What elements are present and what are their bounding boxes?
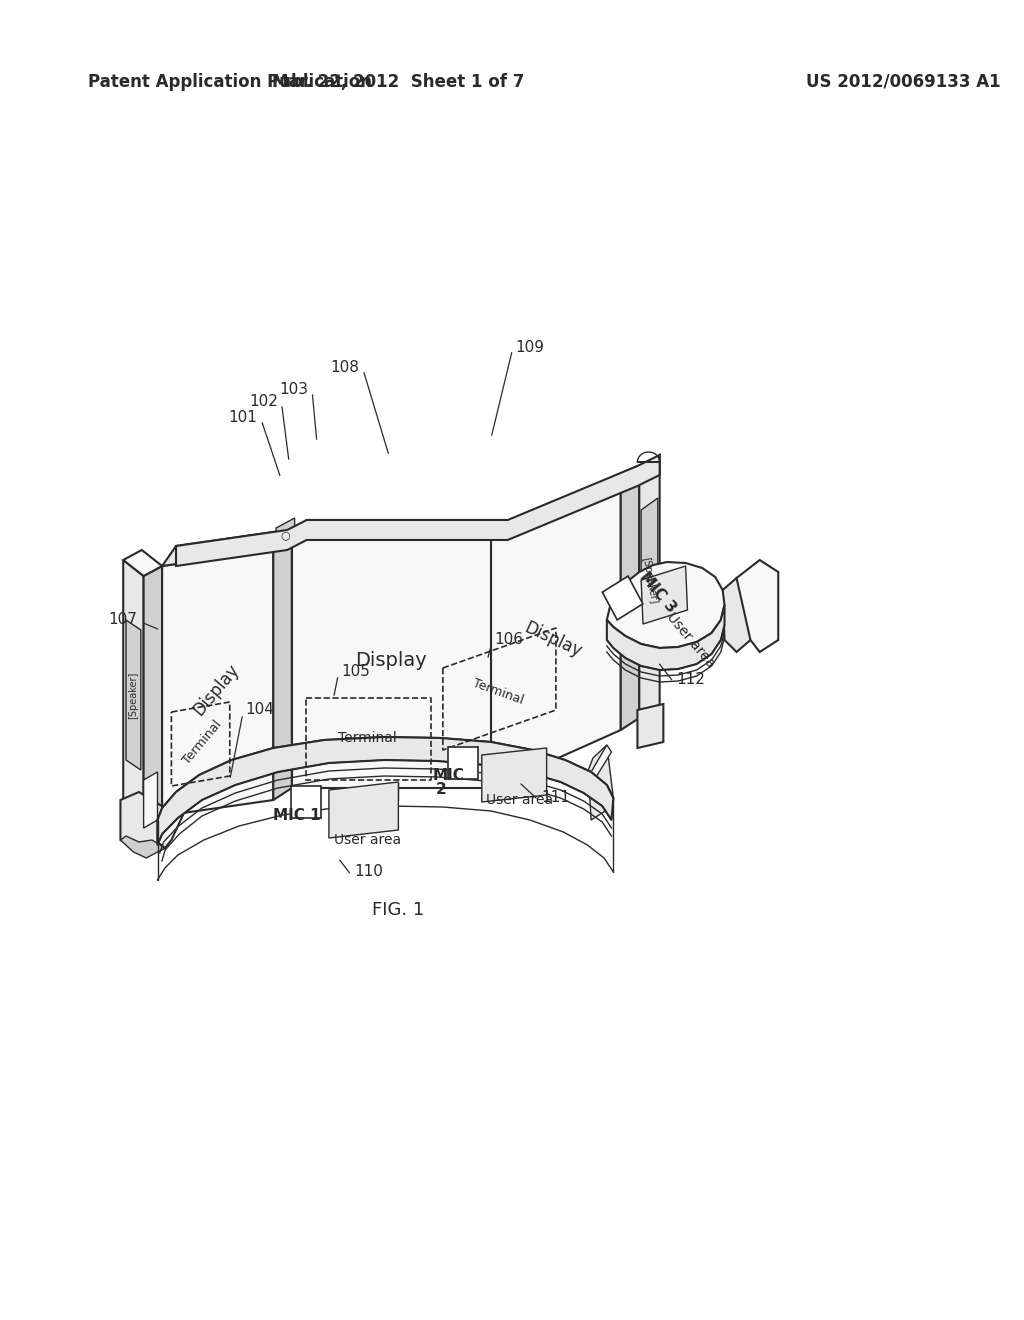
Polygon shape bbox=[291, 785, 321, 818]
Polygon shape bbox=[641, 498, 657, 660]
Text: 111: 111 bbox=[541, 791, 570, 805]
Polygon shape bbox=[723, 578, 751, 652]
Polygon shape bbox=[121, 836, 165, 858]
Text: [Speaker]: [Speaker] bbox=[128, 672, 138, 718]
Polygon shape bbox=[481, 748, 547, 803]
Polygon shape bbox=[158, 737, 613, 847]
Text: Display: Display bbox=[521, 619, 585, 661]
Polygon shape bbox=[602, 576, 643, 620]
Polygon shape bbox=[449, 747, 478, 779]
Text: Terminal: Terminal bbox=[471, 677, 525, 708]
Text: ○: ○ bbox=[281, 531, 290, 540]
Text: MIC: MIC bbox=[433, 767, 465, 783]
Text: Display: Display bbox=[355, 651, 427, 669]
Text: 106: 106 bbox=[495, 632, 523, 648]
Polygon shape bbox=[589, 744, 613, 820]
Polygon shape bbox=[607, 562, 725, 648]
Text: MIC 1: MIC 1 bbox=[273, 808, 321, 824]
Text: Patent Application Publication: Patent Application Publication bbox=[88, 73, 372, 91]
Polygon shape bbox=[143, 772, 158, 828]
Polygon shape bbox=[158, 737, 613, 845]
Text: [Speaker]: [Speaker] bbox=[640, 556, 658, 605]
Text: 110: 110 bbox=[354, 865, 383, 879]
Text: 103: 103 bbox=[280, 383, 308, 397]
Polygon shape bbox=[621, 469, 639, 730]
Text: 2: 2 bbox=[435, 783, 446, 797]
Text: 109: 109 bbox=[515, 341, 544, 355]
Text: 112: 112 bbox=[676, 672, 706, 688]
Polygon shape bbox=[276, 517, 295, 548]
Text: Terminal: Terminal bbox=[180, 718, 224, 767]
Text: 108: 108 bbox=[331, 360, 359, 375]
Text: 107: 107 bbox=[109, 612, 137, 627]
Text: 101: 101 bbox=[228, 411, 258, 425]
Polygon shape bbox=[641, 566, 687, 624]
Polygon shape bbox=[736, 560, 778, 652]
Polygon shape bbox=[591, 744, 611, 779]
Polygon shape bbox=[292, 520, 506, 539]
Polygon shape bbox=[176, 455, 659, 566]
Text: User area: User area bbox=[486, 793, 554, 807]
Text: FIG. 1: FIG. 1 bbox=[373, 902, 425, 919]
Text: Mar. 22, 2012  Sheet 1 of 7: Mar. 22, 2012 Sheet 1 of 7 bbox=[272, 73, 524, 91]
Polygon shape bbox=[607, 605, 725, 671]
Text: 104: 104 bbox=[246, 702, 274, 718]
Polygon shape bbox=[492, 480, 621, 788]
Polygon shape bbox=[123, 550, 162, 576]
Polygon shape bbox=[273, 528, 310, 550]
Text: Terminal: Terminal bbox=[339, 731, 397, 744]
Polygon shape bbox=[273, 539, 292, 800]
Text: 105: 105 bbox=[341, 664, 370, 680]
Polygon shape bbox=[639, 455, 659, 718]
Polygon shape bbox=[162, 531, 287, 566]
Text: US 2012/0069133 A1: US 2012/0069133 A1 bbox=[806, 73, 1000, 91]
Text: User area: User area bbox=[334, 833, 400, 847]
Polygon shape bbox=[121, 792, 165, 855]
Polygon shape bbox=[492, 466, 637, 539]
Polygon shape bbox=[292, 539, 492, 788]
Text: MIC 3: MIC 3 bbox=[636, 569, 679, 615]
Polygon shape bbox=[143, 566, 162, 826]
Text: Display: Display bbox=[189, 661, 243, 719]
Text: 102: 102 bbox=[249, 395, 278, 409]
Polygon shape bbox=[123, 560, 143, 826]
Polygon shape bbox=[329, 781, 398, 838]
Polygon shape bbox=[637, 704, 664, 748]
Polygon shape bbox=[126, 620, 141, 770]
Polygon shape bbox=[162, 550, 273, 816]
Text: User area: User area bbox=[664, 610, 718, 671]
